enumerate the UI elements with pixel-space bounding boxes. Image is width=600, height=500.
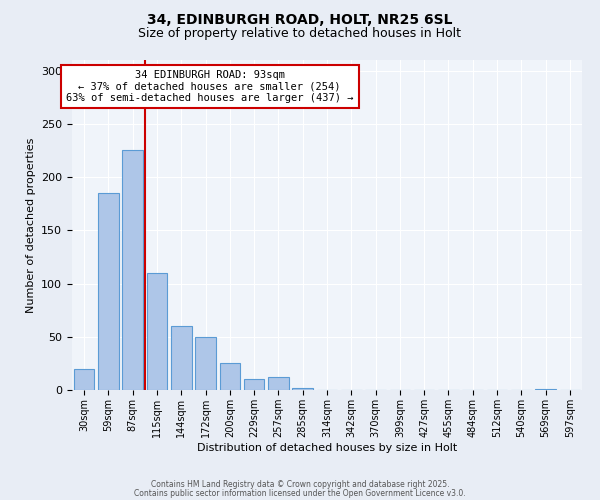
Y-axis label: Number of detached properties: Number of detached properties (26, 138, 35, 312)
Bar (146, 273, 167, 390)
Text: Contains public sector information licensed under the Open Government Licence v3: Contains public sector information licen… (134, 488, 466, 498)
Bar (292, 388, 313, 390)
Bar (74, 368, 94, 390)
Text: 34, EDINBURGH ROAD, HOLT, NR25 6SL: 34, EDINBURGH ROAD, HOLT, NR25 6SL (147, 12, 453, 26)
Bar (122, 150, 143, 390)
Bar (220, 364, 240, 390)
Bar (535, 389, 556, 390)
Text: Contains HM Land Registry data © Crown copyright and database right 2025.: Contains HM Land Registry data © Crown c… (151, 480, 449, 489)
Bar (195, 337, 216, 390)
Bar (268, 377, 289, 390)
Bar (98, 193, 119, 390)
X-axis label: Distribution of detached houses by size in Holt: Distribution of detached houses by size … (197, 442, 457, 452)
Text: 34 EDINBURGH ROAD: 93sqm
← 37% of detached houses are smaller (254)
63% of semi-: 34 EDINBURGH ROAD: 93sqm ← 37% of detach… (66, 70, 353, 103)
Text: Size of property relative to detached houses in Holt: Size of property relative to detached ho… (139, 28, 461, 40)
Bar (171, 326, 191, 390)
Bar (244, 380, 265, 390)
